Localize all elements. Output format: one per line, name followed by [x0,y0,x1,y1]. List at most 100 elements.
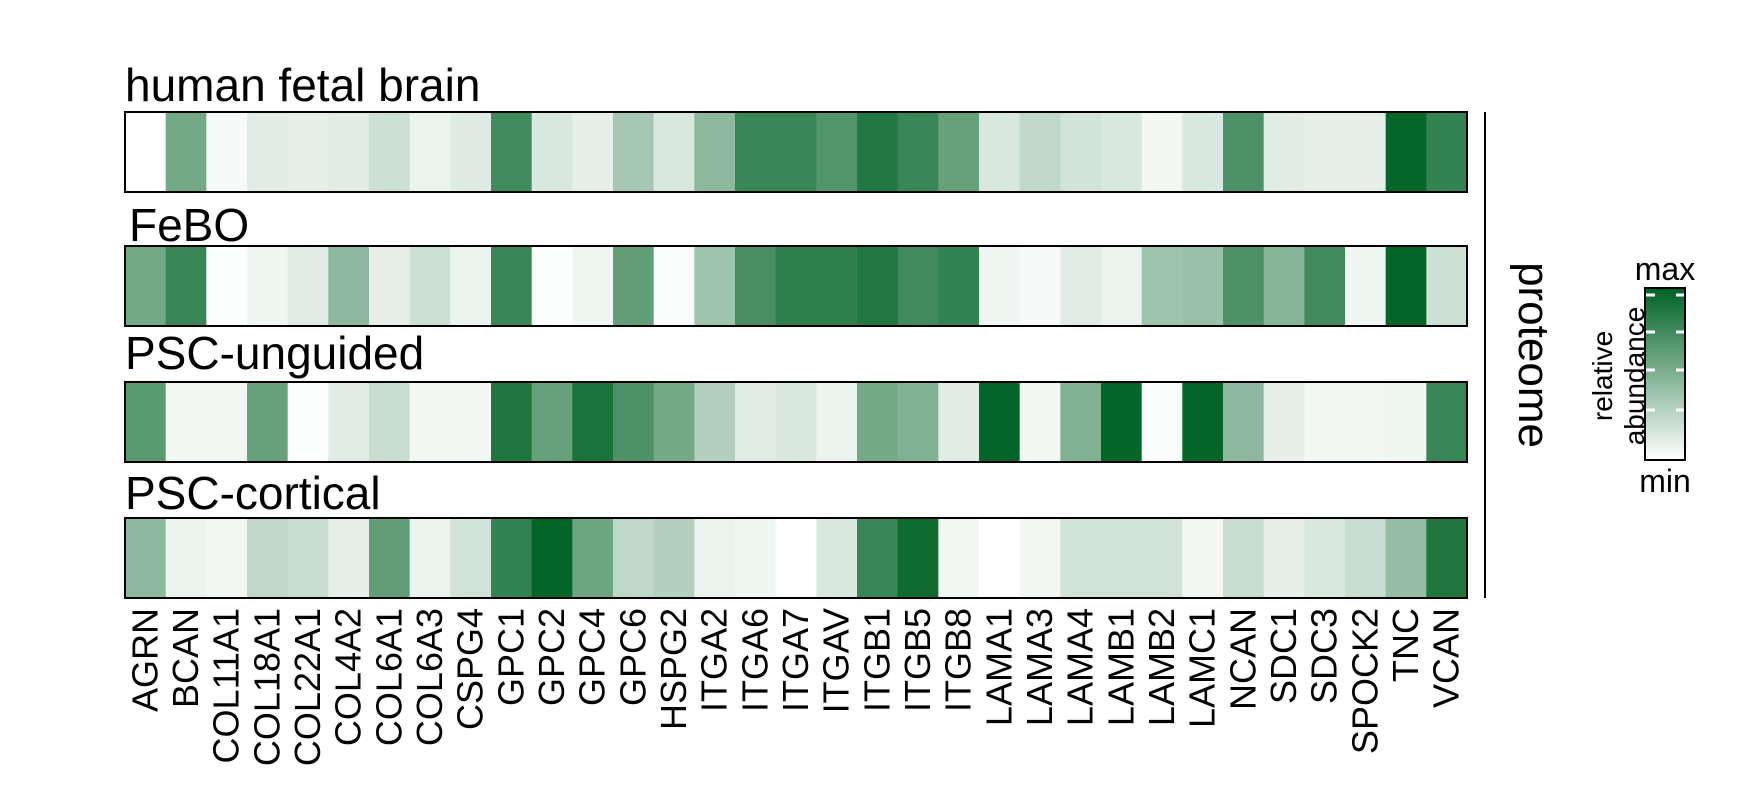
heatmap-cell [857,246,899,326]
heatmap-cell [694,246,736,326]
side-label-proteome: proteome [1509,262,1558,448]
heatmap-cell [775,246,817,326]
gene-label: LAMA1 [978,608,1019,726]
heatmap-cell [735,246,777,326]
heatmap-cell [979,246,1021,326]
heatmap-cell [1426,246,1468,326]
heatmap-cell [735,112,777,192]
heatmap-cell [206,246,248,326]
heatmap-cell [1019,518,1061,598]
gene-label: SPOCK2 [1344,608,1385,754]
heatmap-cell [450,246,492,326]
heatmap-cell [1385,382,1427,462]
heatmap-cell [572,112,614,192]
gene-label: GPC1 [490,608,531,706]
heatmap-cell [775,382,817,462]
heatmap-cell [1345,518,1387,598]
heatmap-cell [613,112,655,192]
heatmap-cell [1141,518,1183,598]
heatmap-cell [125,382,167,462]
gene-label: GPC6 [612,608,653,706]
panel-border [124,111,1468,193]
heatmap-cell [735,518,777,598]
heatmap-cell [247,382,289,462]
heatmap-cell [206,518,248,598]
heatmap-cell [816,518,858,598]
heatmap-cell [1182,382,1224,462]
legend-title-line: relative [1587,331,1618,421]
heatmap-cell [328,112,370,192]
heatmap-cell [287,518,329,598]
gene-label: LAMA3 [1019,608,1060,726]
heatmap-cell [531,518,573,598]
heatmap-panels: human fetal brain FeBO PSC-unguided PSC-cor… [124,59,1468,599]
panel-title: PSC-cortical [125,467,381,519]
heatmap-cell [1304,112,1346,192]
gene-label: COL6A3 [409,608,450,746]
heatmap-cell [1385,112,1427,192]
heatmap-cell [1304,518,1346,598]
heatmap-cell [1385,246,1427,326]
heatmap-cell [165,382,207,462]
heatmap-cell [531,246,573,326]
heatmap-cell [206,112,248,192]
heatmap-cell [613,246,655,326]
heatmap-cell [897,246,939,326]
heatmap-cell [165,246,207,326]
heatmap-cell [613,382,655,462]
heatmap-cell [1141,112,1183,192]
heatmap-cell [938,112,980,192]
heatmap-cell [1101,112,1143,192]
heatmap-cell [938,518,980,598]
gene-label: ITGA6 [734,608,775,712]
panel-border [124,381,1468,463]
panel-title: human fetal brain [125,59,480,111]
heatmap-cell [1223,246,1265,326]
heatmap-cell [897,112,939,192]
heatmap-cell [369,518,411,598]
heatmap-cell [409,382,451,462]
heatmap-cell [369,382,411,462]
heatmap-cell [572,246,614,326]
heatmap-cell [491,382,533,462]
heatmap-cell [653,382,695,462]
heatmap-cell [287,382,329,462]
gene-label: BCAN [165,608,206,708]
heatmap-cell [979,518,1021,598]
heatmap-cell [1019,382,1061,462]
heatmap-cell [409,246,451,326]
heatmap-cell [694,382,736,462]
heatmap-cell [125,112,167,192]
panel-title: FeBO [129,199,249,251]
heatmap-cell [1345,382,1387,462]
legend-dash-marks [1646,293,1684,412]
heatmap-cell [1426,518,1468,598]
gene-label: ITGB8 [938,608,979,712]
heatmap-cell [165,112,207,192]
color-legend: max min relativeabundance [1587,251,1695,499]
gene-label: GPC4 [572,608,613,706]
heatmap-cell [287,112,329,192]
heatmap-cell [1019,246,1061,326]
heatmap-cell [287,246,329,326]
heatmap-cell [1019,112,1061,192]
heatmap-cell [1060,518,1102,598]
gene-label: COL11A1 [206,608,247,763]
gene-label: AGRN [124,608,165,712]
gene-label: LAMA4 [1060,608,1101,726]
heatmap-cell [572,518,614,598]
heatmap-cell [653,112,695,192]
heatmap-cell [1223,518,1265,598]
heatmap-cell [1101,382,1143,462]
heatmap-cell [1182,112,1224,192]
heatmap-cell [491,518,533,598]
heatmap-cell [897,518,939,598]
heatmap-cell [450,112,492,192]
gene-label: ITGAV [816,608,857,713]
heatmap-cell [857,518,899,598]
heatmap-cell [1304,246,1346,326]
heatmap-cell [247,246,289,326]
heatmap-cell [857,382,899,462]
heatmap-cell [1223,382,1265,462]
